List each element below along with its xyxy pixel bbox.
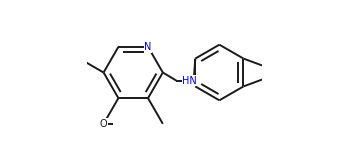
Text: N: N (144, 42, 152, 52)
Text: HN: HN (183, 76, 197, 86)
Text: O: O (100, 119, 107, 129)
